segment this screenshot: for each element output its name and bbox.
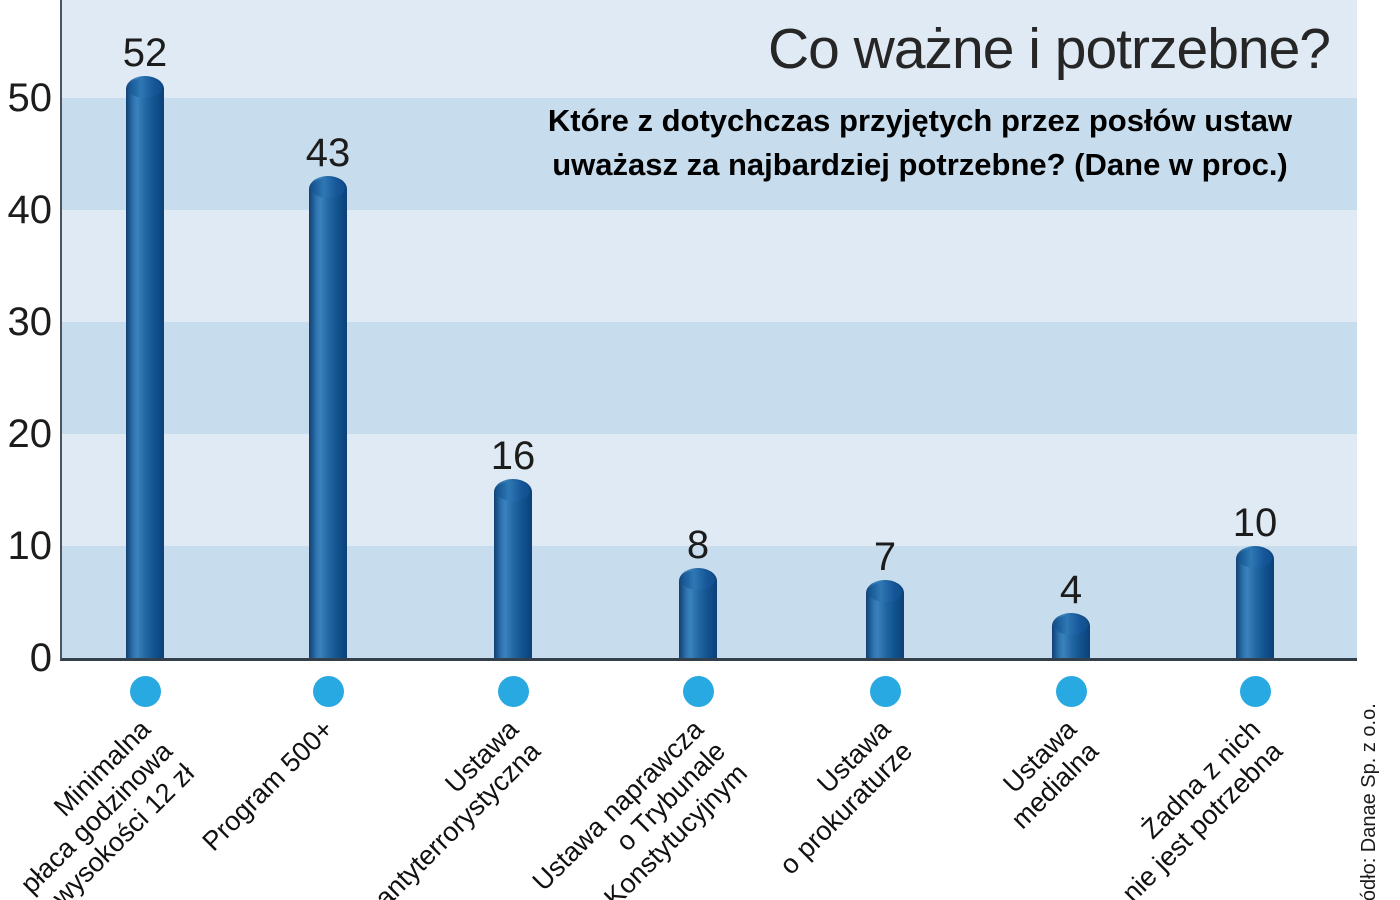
y-axis-tick-label: 10 <box>7 524 53 568</box>
bar-5 <box>866 580 904 658</box>
category-marker-dot <box>1055 676 1087 707</box>
bar-6 <box>1052 613 1090 658</box>
bar-value-label: 43 <box>305 131 351 175</box>
bar-value-label: 7 <box>873 535 897 579</box>
category-marker-dot <box>129 676 161 707</box>
chart-subtitle: Które z dotychczas przyjętych przez posł… <box>510 99 1330 187</box>
category-marker-dot <box>497 676 529 707</box>
source-credit: Źródło: Danae Sp. z o.o. <box>1358 703 1380 900</box>
plot-area <box>60 0 1357 661</box>
y-axis-tick-label: 40 <box>7 188 53 232</box>
bar-value-label: 8 <box>686 523 710 567</box>
grid-band-20-30 <box>62 322 1357 434</box>
y-axis-tick-label: 20 <box>7 412 53 456</box>
bar-2 <box>309 176 347 658</box>
category-marker-dot <box>869 676 901 707</box>
bar-value-label: 16 <box>490 434 536 478</box>
bar-value-label: 10 <box>1232 501 1278 545</box>
y-axis-tick-label: 0 <box>29 636 52 680</box>
bar-value-label: 4 <box>1059 568 1083 612</box>
category-marker-dot <box>1239 676 1271 707</box>
bar-3 <box>494 479 532 658</box>
y-axis-tick-label: 30 <box>7 300 53 344</box>
chart-title: Co ważne i potrzebne? <box>767 17 1331 81</box>
bar-7 <box>1236 546 1274 658</box>
y-axis-tick-label: 50 <box>7 76 53 120</box>
y-axis-tick-label: 60 <box>0 0 53 9</box>
bar-value-label: 52 <box>122 31 168 75</box>
bar-4 <box>679 568 717 658</box>
grid-band-40-50 <box>62 98 1357 210</box>
category-marker-dot <box>312 676 344 707</box>
chart-subtitle-line1: Które z dotychczas przyjętych przez posł… <box>547 103 1293 138</box>
category-marker-dot <box>682 676 714 707</box>
chart-subtitle-line2: uważasz za najbardziej potrzebne? (Dane … <box>552 147 1288 182</box>
bar-1 <box>126 76 164 658</box>
